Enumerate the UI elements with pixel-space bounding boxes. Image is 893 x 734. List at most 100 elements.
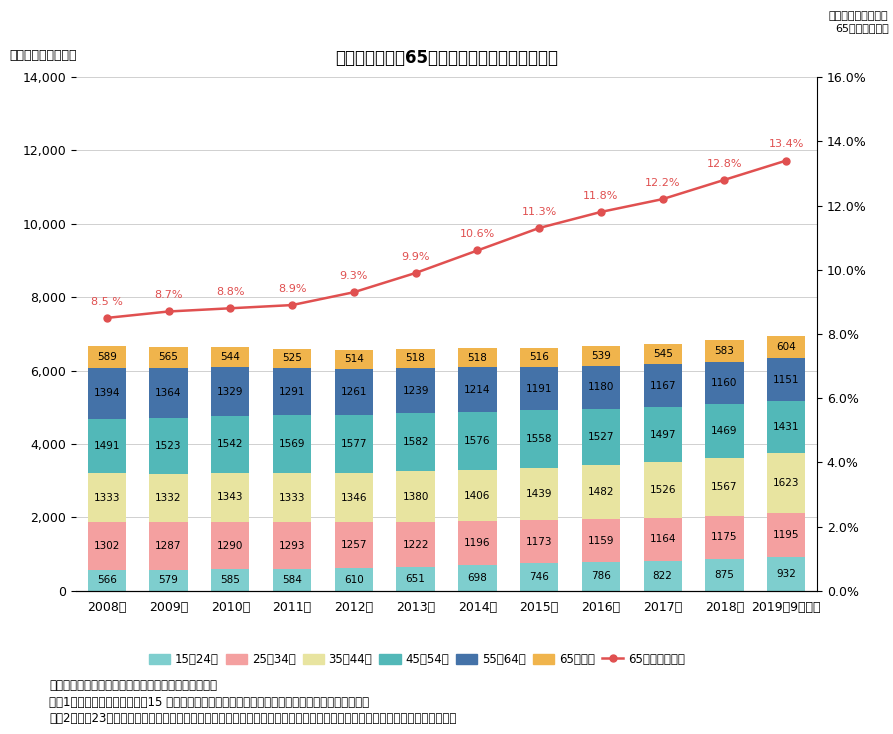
Text: 1542: 1542 [217, 440, 244, 449]
Text: 1431: 1431 [773, 422, 799, 432]
Bar [458, 412, 497, 470]
Legend: 15～24歳, 25～34歳, 35～44歳, 45～54歳, 55～64歳, 65歳以上, 65歳以上の割合: 15～24歳, 25～34歳, 35～44歳, 45～54歳, 55～64歳, … [144, 648, 689, 671]
Text: 698: 698 [467, 573, 488, 583]
Text: 1180: 1180 [588, 382, 614, 393]
Bar [581, 465, 620, 520]
Text: 1380: 1380 [403, 492, 429, 502]
Text: 1526: 1526 [649, 485, 676, 495]
Bar [767, 358, 805, 401]
Bar [581, 366, 620, 409]
Text: （注2）平成23年は岩手県、宮城県及び福島県において調査実施が一時困難となったため、補完的に推計した値を用いている。: （注2）平成23年は岩手県、宮城県及び福島県において調査実施が一時困難となったた… [49, 712, 456, 725]
Text: 875: 875 [714, 570, 734, 580]
Bar [211, 522, 249, 570]
Text: 1527: 1527 [588, 432, 614, 442]
Bar [705, 515, 744, 559]
Bar [88, 368, 126, 418]
Text: 1491: 1491 [94, 441, 120, 451]
Text: 746: 746 [530, 573, 549, 582]
Bar [396, 349, 435, 368]
Text: 8.5 %: 8.5 % [91, 297, 122, 307]
Bar [396, 522, 435, 567]
Bar [581, 409, 620, 465]
Bar [149, 523, 188, 570]
Text: 1291: 1291 [279, 387, 305, 397]
Text: 1558: 1558 [526, 434, 553, 444]
Bar [644, 518, 682, 561]
Text: 1332: 1332 [155, 493, 182, 503]
Text: 1469: 1469 [711, 426, 738, 436]
Text: 1175: 1175 [711, 532, 738, 542]
Text: 1290: 1290 [217, 541, 244, 550]
Bar [335, 523, 373, 568]
Text: 労働力人口（万人）: 労働力人口（万人） [9, 49, 77, 62]
Text: 1576: 1576 [464, 436, 490, 446]
Text: 1577: 1577 [340, 439, 367, 449]
Text: 1261: 1261 [340, 387, 367, 397]
Text: 1567: 1567 [711, 482, 738, 492]
Text: 565: 565 [159, 352, 179, 362]
Text: 1623: 1623 [773, 478, 799, 488]
Text: 544: 544 [221, 352, 240, 363]
Bar [149, 346, 188, 368]
Text: 604: 604 [776, 342, 796, 352]
Bar [767, 453, 805, 513]
Text: 1257: 1257 [340, 540, 367, 550]
Bar [335, 473, 373, 523]
Text: 12.2%: 12.2% [645, 178, 680, 188]
Text: 1523: 1523 [155, 440, 182, 451]
Text: 1333: 1333 [279, 493, 305, 503]
Bar [458, 349, 497, 367]
Bar [581, 562, 620, 591]
Bar [396, 567, 435, 591]
Text: 1160: 1160 [711, 378, 738, 388]
Bar [335, 415, 373, 473]
Bar [705, 341, 744, 362]
Bar [149, 368, 188, 418]
Bar [644, 344, 682, 364]
Text: 9.9%: 9.9% [401, 252, 430, 262]
Bar [335, 368, 373, 415]
Text: 1482: 1482 [588, 487, 614, 498]
Text: 585: 585 [221, 575, 240, 585]
Text: 583: 583 [714, 346, 734, 356]
Text: 出典：「令和元年労働力調査結果」（総務省統計局）: 出典：「令和元年労働力調査結果」（総務省統計局） [49, 679, 217, 692]
Bar [644, 561, 682, 591]
Text: 579: 579 [159, 575, 179, 585]
Text: 1364: 1364 [155, 388, 182, 398]
Text: 8.9%: 8.9% [278, 284, 306, 294]
Title: 労働者人口及び65歳以上の労働者の割合の推移: 労働者人口及び65歳以上の労働者の割合の推移 [335, 49, 558, 68]
Text: 822: 822 [653, 571, 672, 581]
Text: 584: 584 [282, 575, 302, 585]
Text: 8.8%: 8.8% [216, 287, 245, 297]
Text: 1164: 1164 [649, 534, 676, 545]
Bar [211, 368, 249, 416]
Bar [644, 462, 682, 518]
Text: 労働力人口における
65歳以上の割合: 労働力人口における 65歳以上の割合 [829, 11, 889, 32]
Text: 1196: 1196 [464, 538, 490, 548]
Bar [458, 521, 497, 565]
Bar [88, 418, 126, 473]
Bar [335, 350, 373, 368]
Bar [705, 458, 744, 515]
Bar [149, 473, 188, 523]
Bar [88, 570, 126, 591]
Bar [767, 401, 805, 453]
Text: 1569: 1569 [279, 439, 305, 449]
Bar [273, 415, 312, 473]
Text: 13.4%: 13.4% [769, 139, 804, 149]
Text: 610: 610 [344, 575, 363, 585]
Bar [644, 407, 682, 462]
Bar [149, 570, 188, 591]
Bar [644, 364, 682, 407]
Bar [705, 404, 744, 458]
Bar [581, 520, 620, 562]
Text: 1151: 1151 [773, 374, 799, 385]
Text: 1497: 1497 [649, 429, 676, 440]
Text: 525: 525 [282, 354, 302, 363]
Bar [335, 568, 373, 591]
Bar [211, 570, 249, 591]
Bar [396, 413, 435, 471]
Bar [88, 523, 126, 570]
Bar [396, 368, 435, 413]
Text: 1287: 1287 [155, 541, 182, 551]
